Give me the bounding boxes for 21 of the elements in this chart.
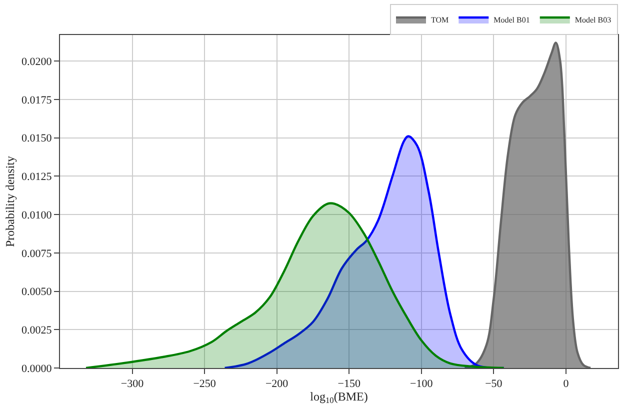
y-tick-label: 0.0100 xyxy=(22,209,52,222)
x-tick-label: −150 xyxy=(338,378,361,390)
y-tick-label: 0.0050 xyxy=(22,286,52,298)
y-tick-label: 0.0175 xyxy=(22,94,52,106)
y-tick-label: 0.0125 xyxy=(22,171,52,184)
legend-label: TOM xyxy=(431,16,449,25)
legend-label: Model B03 xyxy=(574,16,612,25)
x-tick-label: −300 xyxy=(120,378,144,390)
y-tick-label: 0.0200 xyxy=(22,56,52,68)
legend-label: Model B01 xyxy=(494,16,530,25)
y-tick-label: 0.0150 xyxy=(22,132,52,145)
x-tick-label: −100 xyxy=(410,378,434,390)
x-tick-label: −250 xyxy=(193,378,216,390)
x-tick-label: −50 xyxy=(485,378,503,390)
y-tick-label: 0.0000 xyxy=(22,362,52,375)
y-tick-label: 0.0025 xyxy=(22,324,52,336)
x-tick-label: −200 xyxy=(265,378,289,390)
x-axis-title: log$_{10}$(BME) xyxy=(310,389,368,405)
y-axis-title: Probability density xyxy=(2,156,17,247)
x-tick-label: 0 xyxy=(563,378,570,390)
y-tick-label: 0.0075 xyxy=(22,248,52,260)
